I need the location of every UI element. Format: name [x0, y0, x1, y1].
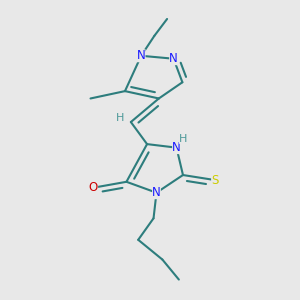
Text: N: N	[137, 49, 146, 62]
Text: H: H	[179, 134, 187, 144]
Text: N: N	[172, 141, 181, 154]
Text: S: S	[211, 173, 218, 187]
Text: O: O	[89, 181, 98, 194]
Text: N: N	[169, 52, 178, 65]
Text: H: H	[116, 113, 125, 124]
Text: N: N	[152, 186, 161, 199]
